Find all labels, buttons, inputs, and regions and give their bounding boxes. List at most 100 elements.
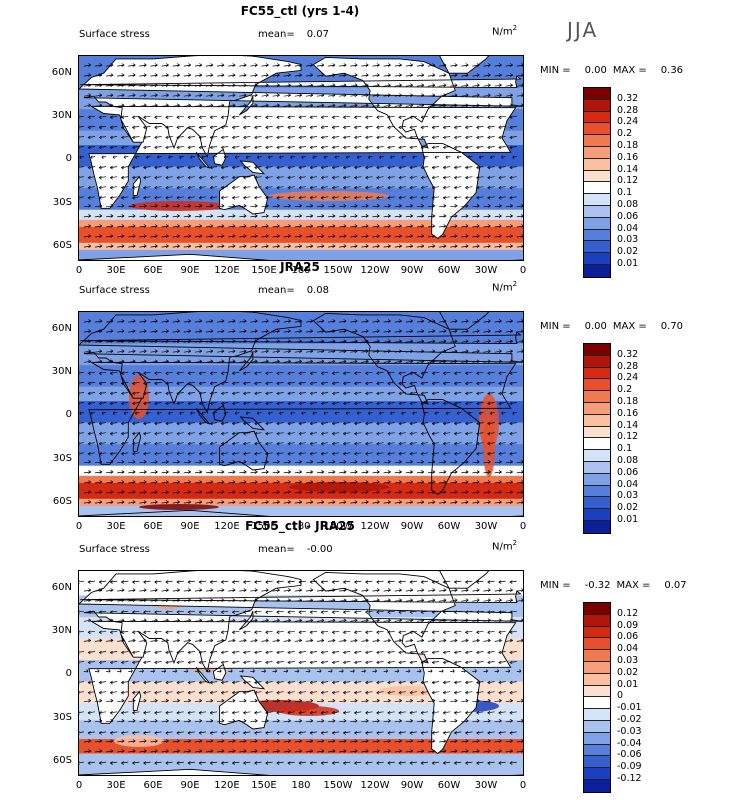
colorbar-level-label: 0.02 (617, 666, 639, 678)
colorbar-swatch (584, 473, 610, 486)
lat-tick-label: 30S (52, 196, 72, 208)
lat-tick-label: 60N (51, 67, 72, 79)
min-value: 0.00 (584, 65, 607, 76)
field-hotspot (129, 375, 149, 419)
colorbar-swatch (584, 194, 610, 206)
colorbar-swatch (584, 720, 610, 733)
max-value: 0.36 (660, 65, 684, 76)
lon-tick-label: 120E (214, 780, 240, 791)
colorbar-swatch (584, 229, 610, 242)
colorbar-swatch (584, 402, 610, 415)
minmax-readout: MIN = 0.00 MAX = 0.70 (540, 321, 683, 332)
min-label: MIN = (540, 65, 571, 76)
mean-value: 0.07 (306, 29, 330, 40)
map-canvas (79, 571, 523, 775)
colorbar-level-label: 0.04 (617, 478, 639, 490)
colorbar-swatch (584, 414, 610, 427)
lon-tick-label: 30E (106, 521, 126, 532)
stress-vectors (79, 63, 523, 248)
colorbar-level-label: 0.06 (617, 631, 639, 643)
colorbar-level-label: 0.01 (617, 514, 639, 525)
colorbar-swatch (584, 520, 610, 533)
colorbar-level-label: 0.28 (617, 360, 639, 372)
lon-tick-label: 30E (106, 780, 126, 791)
colorbar-level-label: 0.06 (617, 210, 639, 222)
colorbar-swatch (584, 205, 610, 218)
colorbar (583, 602, 611, 793)
colorbar-level-label: 0.16 (617, 151, 639, 163)
max-label: MAX = (612, 321, 647, 332)
colorbar-swatch (584, 509, 610, 521)
lat-tick-label: 30N (51, 110, 72, 122)
colorbar-swatch (584, 355, 610, 368)
colorbar-swatch (584, 673, 610, 686)
colorbar-swatch (584, 264, 610, 277)
field-band (79, 475, 523, 484)
min-label: MIN = (540, 321, 571, 332)
colorbar-swatch (584, 111, 610, 124)
lon-tick-label: 90E (180, 265, 200, 276)
colorbar-level-label: 0.16 (617, 407, 639, 419)
colorbar-swatch (584, 146, 610, 159)
colorbar-level-label: 0.03 (617, 234, 639, 246)
lat-tick-label: 60N (51, 323, 72, 335)
colorbar-level-label: 0.14 (617, 419, 639, 431)
lon-tick-label: 150E (251, 265, 277, 276)
colorbar-level-label: 0.06 (617, 466, 639, 478)
colorbar-level-label: 0.02 (617, 502, 639, 514)
colorbar-swatch (584, 438, 610, 451)
lon-tick-label: 60E (143, 265, 163, 276)
lat-tick-label: 60N (51, 582, 72, 594)
stress-vectors (79, 319, 523, 504)
lon-tick-label: 150W (323, 265, 353, 276)
colorbar-swatch (584, 697, 610, 710)
colorbar-swatch (584, 756, 610, 769)
lon-tick-label: 150E (251, 780, 277, 791)
field-hotspot (139, 504, 219, 510)
lon-tick-label: 90W (400, 521, 424, 532)
colorbar (583, 87, 611, 278)
unit-text: N/m (492, 282, 513, 294)
unit-exponent: 2 (512, 280, 518, 288)
field-hotspot (269, 191, 389, 201)
lon-tick-label: 60E (143, 521, 163, 532)
minmax-readout: MIN = -0.32 MAX = 0.07 (540, 580, 687, 591)
lon-tick-label: 120E (214, 521, 240, 532)
colorbar-level-label: 0 (617, 690, 624, 702)
colorbar-level-label: 0.2 (617, 128, 633, 140)
lon-tick-label: 120W (360, 780, 390, 791)
lon-tick-label: 150E (251, 521, 277, 532)
colorbar-swatch (584, 685, 610, 698)
colorbar-swatch (584, 450, 610, 462)
colorbar-swatch (584, 626, 610, 639)
colorbar-level-label: 0.12 (617, 175, 639, 187)
lon-tick-label: 180 (291, 780, 311, 791)
max-label: MAX = (612, 65, 647, 76)
colorbar-level-label: 0.01 (617, 258, 639, 269)
colorbar-swatch (584, 99, 610, 112)
mean-value: -0.00 (306, 544, 333, 555)
colorbar (583, 343, 611, 534)
lon-tick-label: 30W (474, 780, 498, 791)
colorbar-level-label: 0.08 (617, 199, 639, 210)
lon-tick-label: 90E (180, 521, 200, 532)
colorbar-level-label: -0.03 (617, 725, 642, 737)
lon-tick-label: 0 (75, 780, 83, 791)
lon-tick-label: 60W (437, 780, 461, 791)
colorbar-level-label: 0.01 (617, 678, 639, 690)
mean-readout: mean= -0.00 (258, 544, 333, 555)
colorbar-swatch (584, 391, 610, 403)
colorbar-level-label: 0.32 (617, 348, 639, 360)
colorbar-swatch (584, 461, 610, 474)
lon-tick-label: 60E (143, 780, 163, 791)
colorbar-swatch (584, 638, 610, 651)
colorbar-level-label: 0.14 (617, 163, 639, 175)
unit-label: N/m2 (492, 280, 517, 293)
colorbar-swatch (584, 779, 610, 792)
field-band (79, 209, 523, 221)
panel-title: FC55_ctl - JRA25 (245, 519, 355, 533)
colorbar-level-label: -0.12 (617, 773, 642, 784)
colorbar-swatch (584, 768, 610, 780)
mean-label: mean= (258, 29, 295, 40)
colorbar-swatch (584, 603, 610, 615)
